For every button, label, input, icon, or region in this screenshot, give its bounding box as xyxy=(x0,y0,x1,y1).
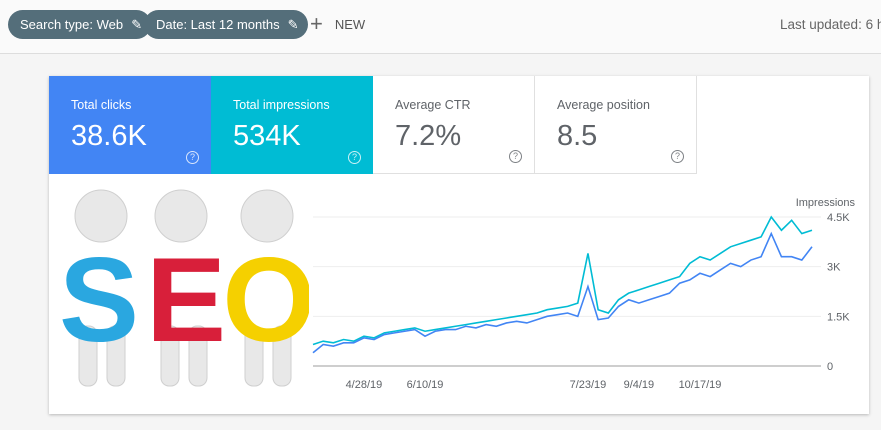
filter-bar: Search type: Web ✎ Date: Last 12 months ✎ … xyxy=(0,0,881,54)
help-icon[interactable]: ? xyxy=(509,150,522,163)
plus-icon: + xyxy=(310,11,323,36)
metric-value: 534K xyxy=(233,120,301,152)
figure-head xyxy=(154,189,208,243)
x-tick-label: 6/10/19 xyxy=(407,379,444,391)
metric-value: 38.6K xyxy=(71,120,147,152)
y-tick-label: 3K xyxy=(827,262,841,274)
metric-average-position[interactable]: Average position 8.5? xyxy=(535,76,697,174)
letter-e: E xyxy=(146,233,226,367)
metric-value: 8.5 xyxy=(557,120,598,152)
y-axis-label: Impressions xyxy=(796,197,856,209)
series-line-impressions xyxy=(312,215,813,346)
metric-label: Total impressions xyxy=(233,98,330,112)
metric-average-ctr[interactable]: Average CTR 7.2%? xyxy=(373,76,535,174)
new-filter-button[interactable]: + NEW xyxy=(310,11,366,36)
letter-s: S xyxy=(59,233,139,367)
x-tick-label: 9/4/19 xyxy=(624,379,655,391)
date-chip[interactable]: Date: Last 12 months ✎ xyxy=(144,10,308,39)
metric-value: 7.2% xyxy=(395,120,462,152)
x-tick-label: 4/28/19 xyxy=(346,379,383,391)
last-updated: Last updated: 6 h xyxy=(780,17,881,32)
pencil-icon: ✎ xyxy=(287,17,299,32)
figure-head xyxy=(74,189,128,243)
metric-total-impressions[interactable]: Total impressions 534K? xyxy=(211,76,373,174)
new-label: NEW xyxy=(334,16,366,32)
letter-o: O xyxy=(222,233,309,367)
seo-illustration: S E O xyxy=(59,189,309,387)
pencil-icon: ✎ xyxy=(131,17,143,32)
performance-chart: Impressions 0 1.5K 3K 4.5K 4/28/19 6/10/19 7/2… xyxy=(312,197,856,391)
x-tick-label: 7/23/19 xyxy=(570,379,607,391)
metric-label: Average position xyxy=(557,98,650,112)
metric-label: Average CTR xyxy=(395,98,471,112)
performance-card: Total clicks 38.6K? Total impressions 534K… xyxy=(49,76,869,414)
x-tick-label: 10/17/19 xyxy=(679,379,722,391)
y-tick-label: 1.5K xyxy=(827,311,850,323)
metric-label: Total clicks xyxy=(71,98,132,112)
figure-head xyxy=(240,189,294,243)
help-icon[interactable]: ? xyxy=(348,151,361,164)
metric-total-clicks[interactable]: Total clicks 38.6K? xyxy=(49,76,211,174)
y-tick-label: 0 xyxy=(827,361,833,373)
help-icon[interactable]: ? xyxy=(186,151,199,164)
help-icon[interactable]: ? xyxy=(671,150,684,163)
y-tick-label: 4.5K xyxy=(827,212,850,224)
series-line-clicks xyxy=(312,231,813,354)
chip-label: Date: Last 12 months xyxy=(156,17,280,32)
chip-label: Search type: Web xyxy=(20,17,124,32)
search-type-chip[interactable]: Search type: Web ✎ xyxy=(8,10,152,39)
